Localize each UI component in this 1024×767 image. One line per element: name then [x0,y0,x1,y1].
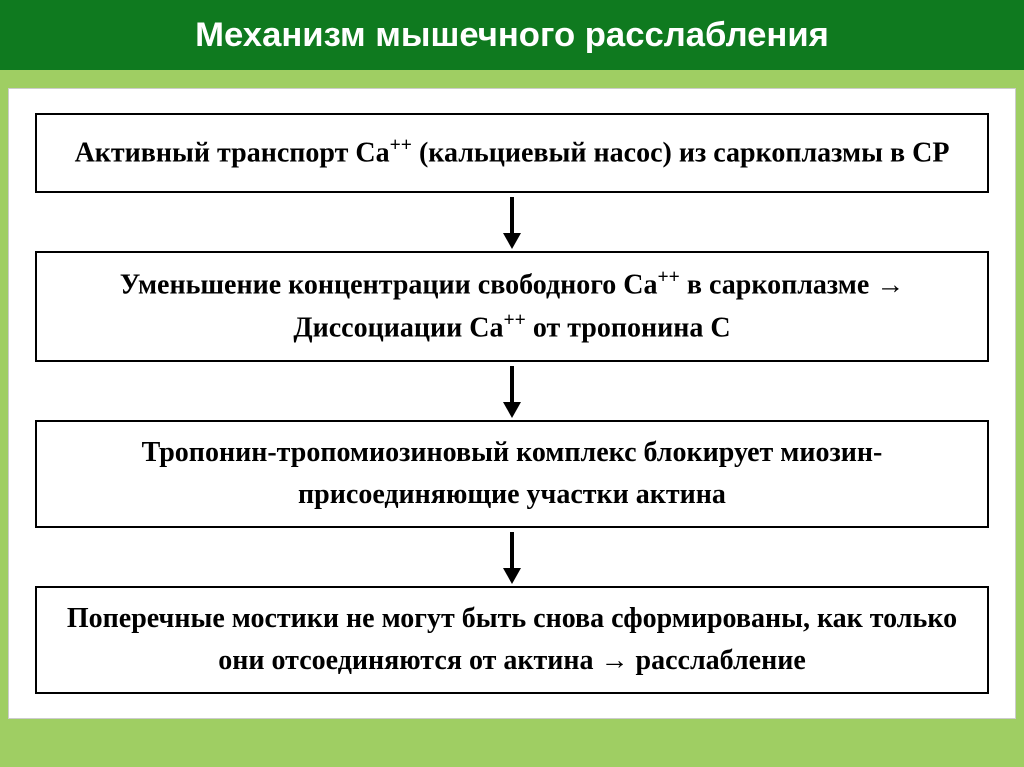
box2-l2-sup: ++ [503,310,525,331]
flow-box-2-line1: Уменьшение концентрации свободного Ca++ … [120,263,905,306]
box2-l1-suffix: в саркоплазме → [680,269,904,300]
flow-box-3: Тропонин-тропомиозиновый комплекс блокир… [35,420,989,528]
flow-box-4-text: Поперечные мостики не могут быть снова с… [55,598,969,682]
arrow-2 [497,362,527,420]
down-arrow-icon [497,528,527,586]
slide-title: Механизм мышечного расслабления [195,16,829,55]
arrow-1 [497,193,527,251]
flowchart-container: Активный транспорт Ca++ (кальциевый насо… [8,88,1016,719]
box1-sup: ++ [390,135,412,156]
flow-box-2-line2: Диссоциации Ca++ от тропонина С [293,306,730,349]
flow-box-3-text: Тропонин-тропомиозиновый комплекс блокир… [55,432,969,516]
flow-box-4: Поперечные мостики не могут быть снова с… [35,586,989,694]
box2-l1-sup: ++ [658,267,680,288]
arrow-3 [497,528,527,586]
down-arrow-icon [497,193,527,251]
flow-box-1-text: Активный транспорт Ca++ (кальциевый насо… [75,131,950,174]
box2-l2-suffix: от тропонина С [526,313,731,344]
down-arrow-icon [497,362,527,420]
box2-l2-prefix: Диссоциации Ca [293,313,503,344]
slide-header: Механизм мышечного расслабления [0,0,1024,70]
box1-suffix: (кальциевый насос) из саркоплазмы в СР [412,138,949,169]
slide-container: Механизм мышечного расслабления Активный… [0,0,1024,767]
box1-prefix: Активный транспорт Ca [75,138,390,169]
box2-l1-prefix: Уменьшение концентрации свободного Ca [120,269,658,300]
flow-box-1: Активный транспорт Ca++ (кальциевый насо… [35,113,989,193]
flow-box-2: Уменьшение концентрации свободного Ca++ … [35,251,989,362]
